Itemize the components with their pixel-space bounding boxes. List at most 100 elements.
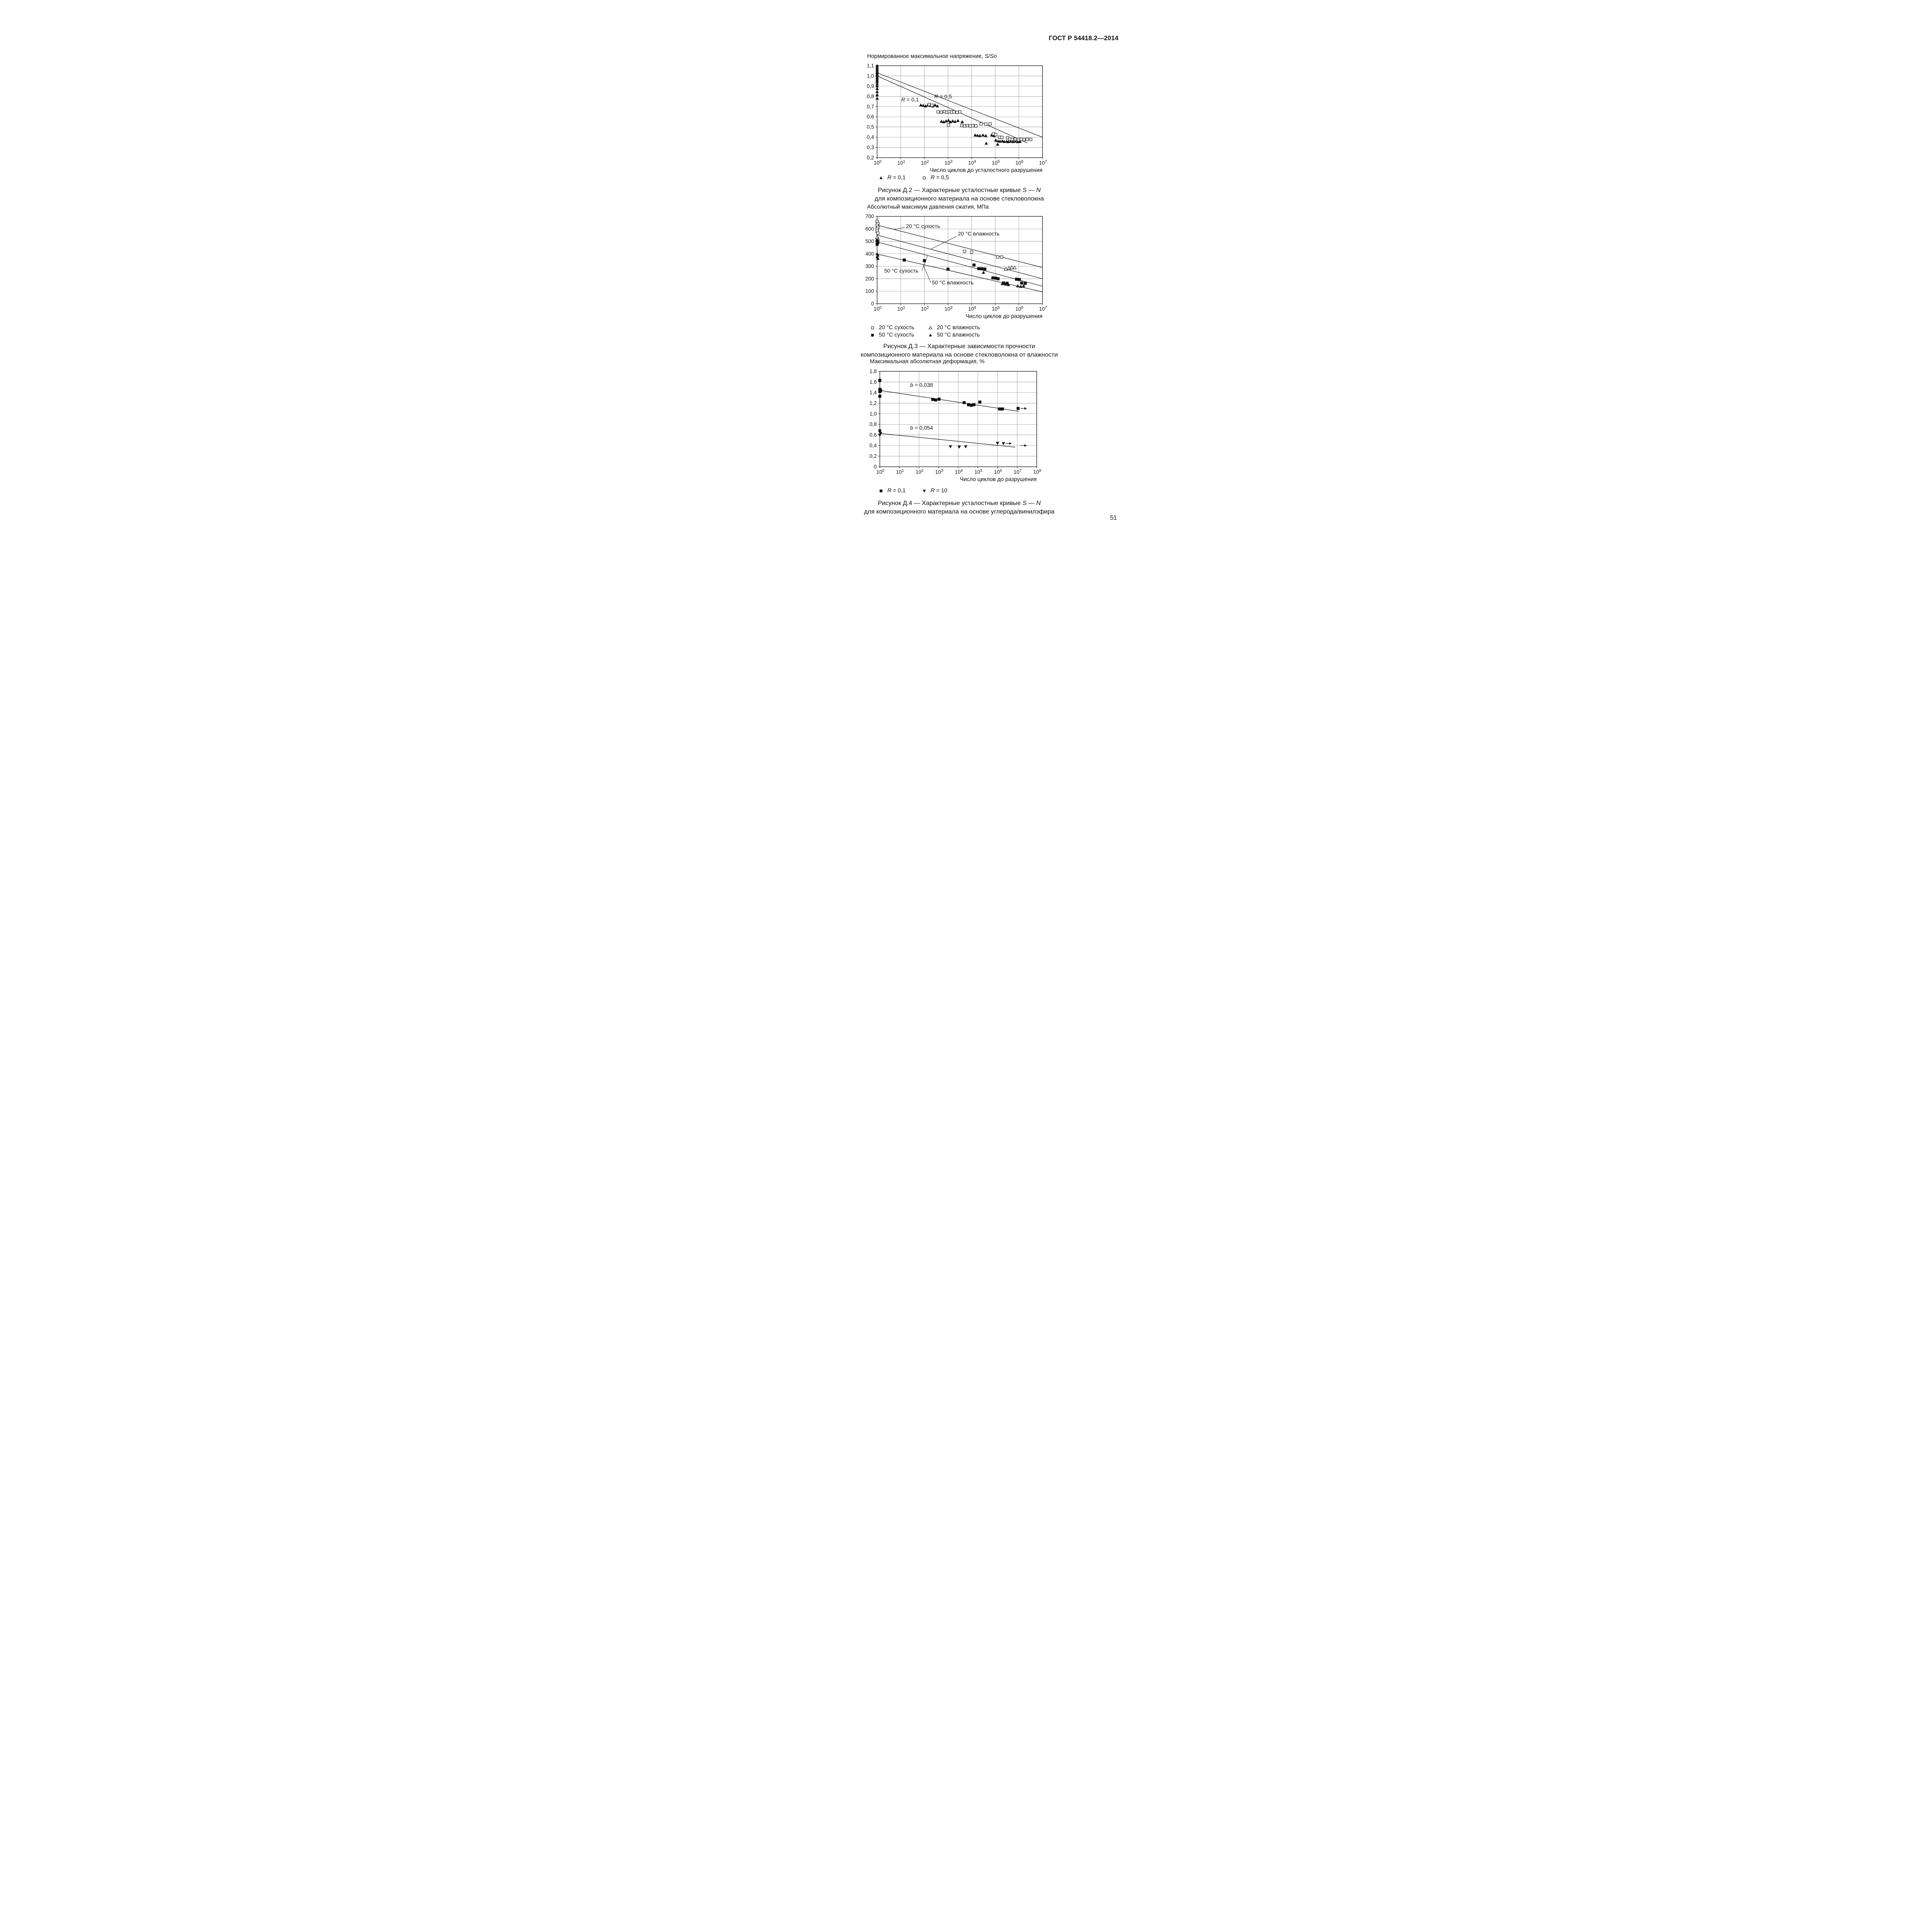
svg-text:100: 100 (876, 469, 884, 475)
svg-text:106: 106 (994, 469, 1002, 475)
plot-frame (876, 65, 1043, 158)
svg-text:1,0: 1,0 (867, 73, 874, 79)
svg-text:0,7: 0,7 (867, 104, 874, 109)
trend-line (877, 72, 1043, 138)
svg-text:100: 100 (874, 306, 882, 312)
svg-text:102: 102 (915, 469, 923, 475)
trend-line (877, 235, 1043, 279)
grid-lines (877, 216, 1043, 304)
legend-label: 50 °C влажность (937, 332, 980, 338)
series-R = 0,5 (927, 103, 1032, 141)
series-50 °C влажность (875, 252, 1025, 288)
trend-line (877, 75, 1027, 143)
svg-text:103: 103 (944, 306, 952, 312)
svg-text:0,9: 0,9 (867, 83, 874, 89)
legend-label: R = 10 (930, 488, 947, 494)
legend-item: 20 °C сухость (869, 325, 927, 331)
svg-text:0,8: 0,8 (867, 94, 874, 99)
grid-lines (879, 371, 1037, 467)
svg-text:102: 102 (921, 306, 929, 312)
legend-label: R = 0,5 (930, 175, 949, 181)
axis-ticks (875, 65, 1043, 159)
document-page: ГОСТ Р 54418.2—2014 100 101 102 103 104 105 10… (764, 0, 1168, 571)
svg-text:1,0: 1,0 (869, 411, 877, 417)
svg-text:107: 107 (1014, 469, 1022, 475)
svg-text:200: 200 (865, 276, 874, 282)
x-axis-label: Число циклов до усталостного разрушения (930, 167, 1043, 173)
legend-item: 50 °C сухость (869, 332, 927, 338)
trend-line (877, 224, 1043, 268)
trend-line (879, 390, 1019, 412)
svg-text:0,4: 0,4 (869, 443, 877, 449)
svg-text:600: 600 (865, 226, 874, 232)
grid-lines (877, 66, 1043, 158)
svg-text:101: 101 (897, 306, 905, 312)
svg-text:105: 105 (974, 469, 982, 475)
legend-label: 50 °C сухость (879, 332, 915, 338)
figure-d2: 100 101 102 103 104 105 106 107 0,2 0,3 0,4 0,5 0,6 0… (857, 50, 1077, 203)
axis-tick-labels: 100 101 102 103 104 105 106 1070100200300400500… (865, 214, 1047, 312)
chart-d3-legend: 20 °C сухость 20 °C влажность 50 °C сухост… (869, 325, 1077, 338)
annotation-label: 50 °C сухость (884, 267, 918, 274)
figure-d4: 100 101 102 103 104 105 106 107 108 0 0,2 0,4 0,6 0,8… (857, 355, 1077, 516)
svg-text:1,2: 1,2 (869, 400, 877, 406)
chart-d4-legend: R = 0,1 R = 10 (878, 488, 1077, 494)
figure-d3: 100 101 102 103 104 105 106 107 0 100 200 300 400 500… (857, 201, 1077, 359)
legend-item: R = 0,1 (878, 488, 921, 494)
svg-text:101: 101 (897, 160, 905, 166)
legend-label: R = 0,1 (887, 488, 906, 494)
legend-label: R = 0,1 (887, 175, 906, 181)
svg-text:500: 500 (865, 238, 874, 244)
svg-text:108: 108 (1033, 469, 1041, 475)
svg-text:104: 104 (968, 160, 976, 166)
svg-text:101: 101 (896, 469, 904, 475)
series-R = 0,1 (875, 64, 1022, 146)
svg-text:104: 104 (955, 469, 963, 475)
annotation-leader (922, 255, 928, 271)
svg-text:0,5: 0,5 (867, 124, 874, 130)
annotation-label: 20 °C сухость (906, 223, 940, 229)
sq-filled-icon (871, 333, 874, 337)
chart-title: Абсолютный максимум давления сжатия, МПа (867, 204, 989, 210)
svg-text:103: 103 (944, 160, 952, 166)
caption-line: Рисунок Д.3 — Характерные зависимости пр… (883, 343, 1035, 350)
svg-text:0,3: 0,3 (867, 145, 874, 150)
svg-text:0: 0 (874, 464, 877, 470)
svg-text:0,4: 0,4 (867, 134, 874, 140)
svg-text:102: 102 (921, 160, 929, 166)
annotation-label: 50 °C влажность (932, 279, 973, 286)
annotation-label: R = 0,1 (901, 97, 919, 103)
legend-item: R = 10 (921, 488, 964, 494)
sq-filled-icon (879, 489, 882, 492)
caption-line: для композиционного материала на основе … (864, 509, 1054, 515)
tri-up-open-icon (928, 325, 932, 329)
svg-text:0,8: 0,8 (869, 422, 877, 427)
trend-line (877, 242, 1043, 287)
annotation-label: R = 0,5 (934, 94, 952, 100)
caption-line: Рисунок Д.4 — Характерные усталостные кр… (878, 500, 1041, 507)
svg-text:700: 700 (865, 214, 874, 219)
x-axis-label: Число циклов до разрушения (965, 313, 1042, 320)
figure-d3-caption: Рисунок Д.3 — Характерные зависимости пр… (857, 342, 1062, 359)
series-20 °C сухость (875, 219, 1003, 259)
figure-d2-caption: Рисунок Д.2 — Характерные усталостные кр… (857, 186, 1062, 203)
svg-text:1,1: 1,1 (867, 63, 874, 69)
svg-text:0,2: 0,2 (869, 453, 877, 459)
axis-tick-labels: 100 101 102 103 104 105 106 107 0,2 0,3 0,4 0,5 0,6 0… (867, 63, 1047, 166)
axis-tick-labels: 100 101 102 103 104 105 106 107 108 0 0,2 0,4 0,6 0,8… (869, 369, 1041, 475)
x-axis-label: Число циклов до разрушения (959, 476, 1036, 483)
runout-arrowhead (1024, 407, 1027, 410)
svg-text:0,6: 0,6 (867, 114, 874, 120)
svg-text:100: 100 (874, 160, 882, 166)
series-50 °C сухость (875, 239, 1027, 285)
sq-open-icon (922, 176, 926, 179)
svg-text:103: 103 (935, 469, 943, 475)
annotation-label: 20 °C влажность (958, 230, 1000, 236)
annotation-leader (930, 236, 957, 249)
annotation-label: b = 0,054 (910, 425, 933, 431)
svg-text:106: 106 (1015, 306, 1023, 312)
legend-item: R = 0,5 (921, 175, 964, 181)
chart-title: Нормированное максимальное напряжение, S… (867, 53, 997, 60)
tri-down-filled-icon (922, 490, 926, 492)
axis-ticks (875, 216, 1043, 305)
